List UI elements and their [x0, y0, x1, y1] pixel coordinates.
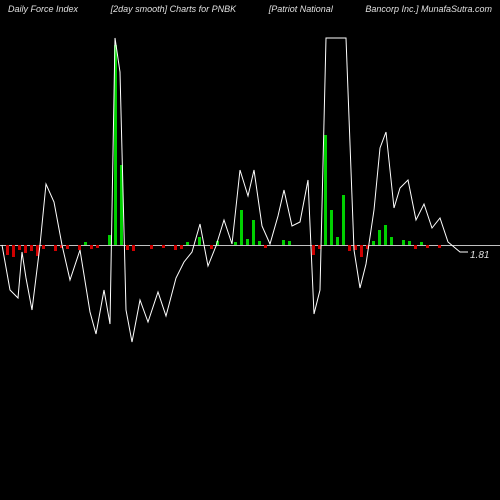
header-mid2: [Patriot National [269, 4, 333, 14]
header-left: Daily Force Index [8, 4, 78, 14]
chart-header: Daily Force Index [2day smooth] Charts f… [0, 4, 500, 14]
header-mid1: [2day smooth] Charts for PNBK [111, 4, 237, 14]
header-right: Bancorp Inc.] MunafaSutra.com [365, 4, 492, 14]
current-value-label: 1.81 [470, 250, 489, 261]
chart-area: 1.81 [0, 20, 500, 490]
force-line [0, 20, 500, 490]
